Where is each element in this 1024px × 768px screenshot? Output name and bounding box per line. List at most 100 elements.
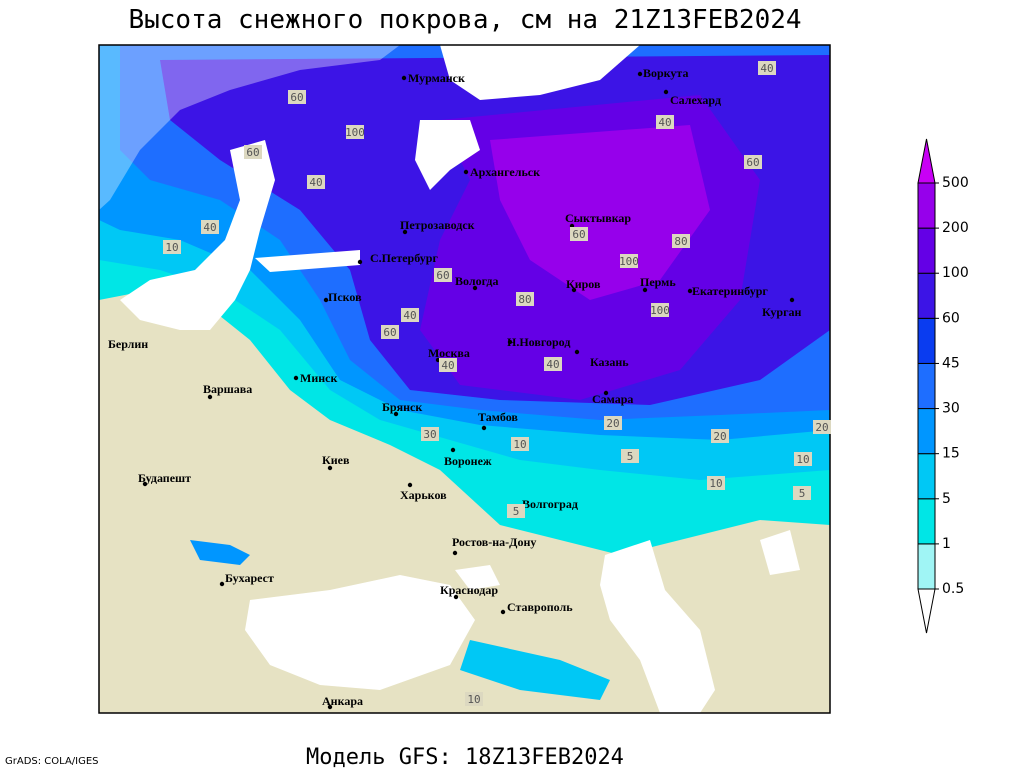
- colorbar-segment: [917, 408, 936, 455]
- city-label: Ростов-на-Дону: [452, 535, 536, 549]
- contour-label: 30: [423, 428, 436, 441]
- city-label: Будапешт: [138, 471, 191, 485]
- city-dot: [687, 288, 693, 294]
- aral-sea: [760, 530, 800, 575]
- sea-norway: [99, 45, 400, 210]
- contour-label: 100: [345, 126, 365, 139]
- city-dot: [571, 287, 577, 293]
- contour-label: 60: [246, 146, 259, 159]
- city-label: Псков: [328, 290, 362, 304]
- contour-label-box: [401, 308, 419, 322]
- contour-label: 60: [290, 91, 303, 104]
- contour-label-box: [346, 125, 364, 139]
- contour-label: 5: [627, 450, 634, 463]
- colorbar-label: 5: [942, 491, 951, 507]
- city-dot: [642, 287, 648, 293]
- colorbar-label: 45: [942, 355, 960, 371]
- city-label: Тамбов: [478, 410, 518, 424]
- contour-label: 40: [403, 309, 416, 322]
- city-dot: [637, 71, 643, 77]
- city-label: Анкара: [322, 694, 363, 708]
- contour-label: 40: [441, 359, 454, 372]
- city-label: Архангельск: [470, 165, 540, 179]
- city-dot: [574, 349, 580, 355]
- contour-label-box: [707, 476, 725, 490]
- city-dot: [393, 411, 399, 417]
- colorbar-label: 200: [942, 220, 969, 236]
- contour-label-box: [793, 486, 811, 500]
- contour-label-box: [201, 220, 219, 234]
- map-frame: [98, 44, 831, 714]
- colorbar-segment: [917, 498, 936, 545]
- contour-label-box: [516, 292, 534, 306]
- contour-label-box: [244, 145, 262, 159]
- city-dot: [327, 704, 333, 710]
- contour-label: 10: [796, 453, 809, 466]
- contour-label: 40: [760, 62, 773, 75]
- contour-label: 80: [674, 235, 687, 248]
- city-dot: [293, 375, 299, 381]
- contour-label-box: [758, 61, 776, 75]
- contour-label-box: [604, 416, 622, 430]
- contour-label: 60: [436, 269, 449, 282]
- contour-label-box: [511, 437, 529, 451]
- city-label: Киев: [322, 453, 350, 467]
- colorbar-segment: [917, 182, 936, 229]
- colorbar-segment: [917, 543, 936, 590]
- colorbar-label: 500: [942, 175, 969, 191]
- contour-label-box: [813, 420, 831, 434]
- gulf-of-finland: [255, 250, 360, 272]
- city-label: Екатеринбург: [692, 284, 768, 298]
- contour-label-box: [651, 303, 669, 317]
- city-dot: [603, 390, 609, 396]
- colorbar-segment: [917, 317, 936, 364]
- city-label: Пермь: [640, 275, 676, 289]
- city-label: Петрозаводск: [400, 218, 475, 232]
- contour-label-box: [570, 227, 588, 241]
- city-label: Вологда: [455, 274, 499, 288]
- map: Мурманск Воркута Салехард Архангельск Сыктыв…: [98, 44, 831, 714]
- contour-label: 10: [513, 438, 526, 451]
- contour-label-box: [465, 692, 483, 706]
- contour-label: 80: [518, 293, 531, 306]
- contour-label: 40: [658, 116, 671, 129]
- city-label: Краснодар: [440, 583, 498, 597]
- city-label: Воркута: [643, 66, 688, 80]
- city-dot: [207, 394, 213, 400]
- contour-label: 10: [165, 241, 178, 254]
- city-label: Курган: [762, 305, 802, 319]
- city-label: Харьков: [400, 488, 447, 502]
- contour-label: 20: [713, 430, 726, 443]
- contour-label: 60: [572, 228, 585, 241]
- colorbar-over: [917, 138, 936, 184]
- colorbar-segment: [917, 227, 936, 274]
- city-label: Салехард: [670, 93, 721, 107]
- city-label: Киров: [566, 277, 601, 291]
- colorbar-label: 100: [942, 265, 969, 281]
- snow-carpathians: [190, 540, 250, 565]
- city-label: Минск: [300, 371, 337, 385]
- city-label: Н.Новгород: [507, 335, 570, 349]
- city-label: Волгоград: [522, 497, 578, 511]
- contour-label-box: [434, 268, 452, 282]
- colorbar-segment: [917, 453, 936, 500]
- model-caption: Модель GFS: 18Z13FEB2024: [306, 745, 624, 768]
- contour-label-box: [672, 234, 690, 248]
- city-label: Москва: [428, 346, 470, 360]
- contour-label: 60: [383, 326, 396, 339]
- colorbar-label: 30: [942, 401, 960, 417]
- city-dot: [407, 482, 413, 488]
- contour-label: 40: [203, 221, 216, 234]
- city-label: Бухарест: [225, 571, 274, 585]
- contour-label-box: [656, 115, 674, 129]
- contour-label: 100: [619, 255, 639, 268]
- snow-caucasus: [460, 640, 610, 700]
- contour-label: 5: [799, 487, 806, 500]
- city-dot: [453, 594, 459, 600]
- city-label: Казань: [590, 355, 629, 369]
- city-dot: [357, 259, 363, 265]
- contour-label-box: [744, 155, 762, 169]
